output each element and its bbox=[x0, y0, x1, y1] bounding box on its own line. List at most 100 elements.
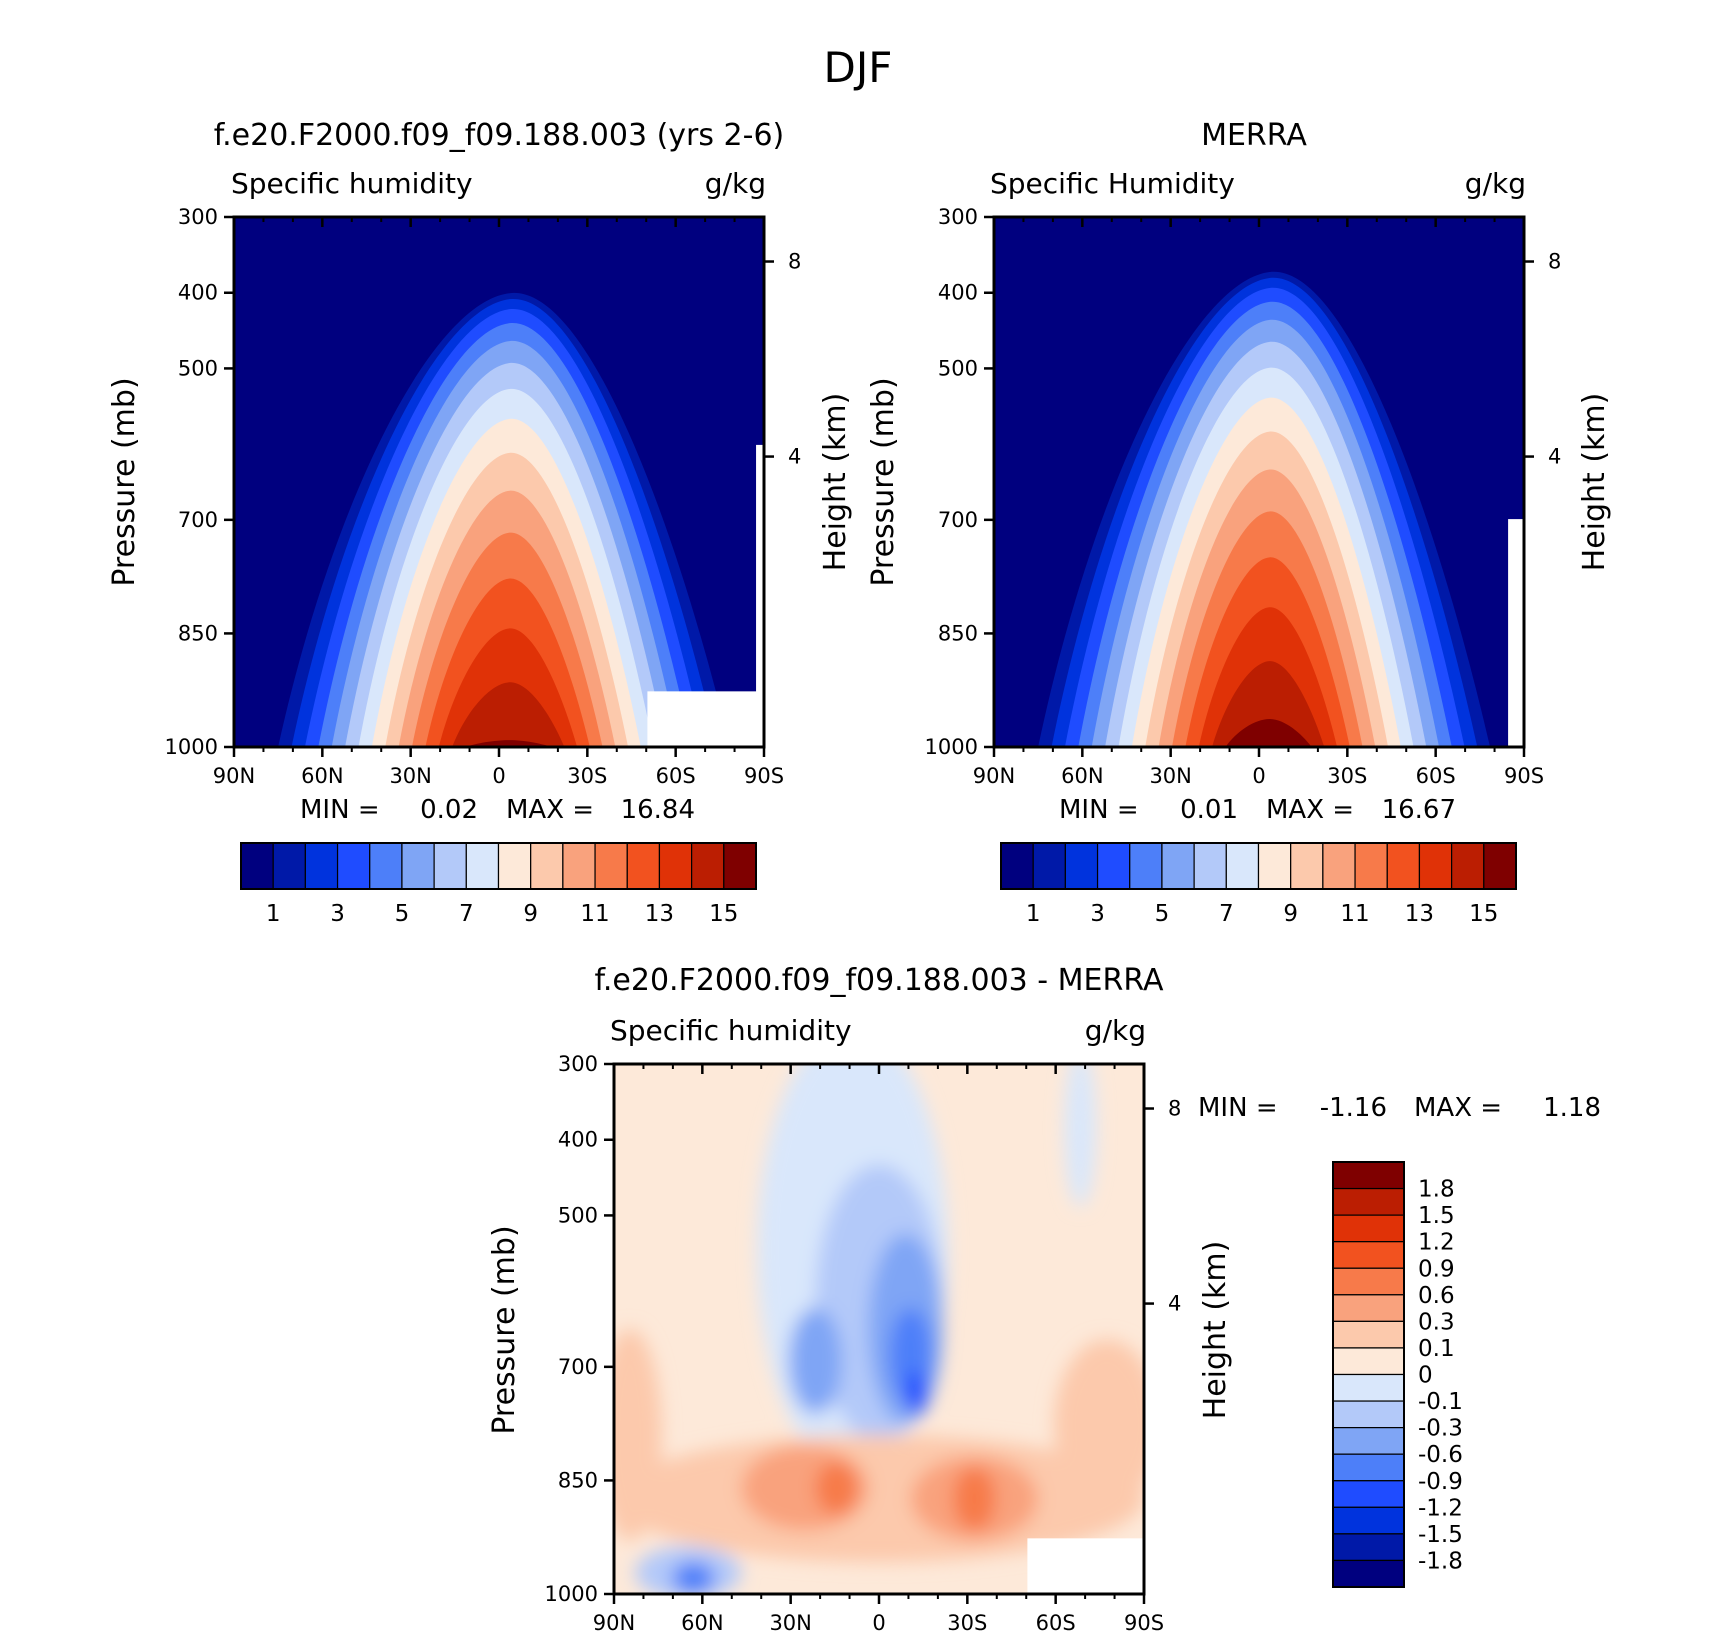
y-axis-label: Pressure (mb) bbox=[487, 1225, 522, 1434]
colorbar-swatch bbox=[369, 842, 403, 890]
colorbar-label: 3 bbox=[1090, 901, 1105, 927]
colorbar-swatch bbox=[497, 842, 532, 890]
colorbar-label: 9 bbox=[1283, 901, 1298, 927]
max-value: 16.84 bbox=[621, 795, 695, 825]
colorbar-label: -0.9 bbox=[1418, 1469, 1463, 1495]
contour-region-1 bbox=[1064, 1064, 1097, 1208]
colorbar-swatch bbox=[272, 842, 306, 890]
x-tick-label: 60S bbox=[1416, 764, 1456, 788]
colorbar-swatch bbox=[401, 842, 435, 890]
colorbar-label: 7 bbox=[1219, 901, 1234, 927]
x-tick-label: 60S bbox=[656, 764, 696, 788]
x-tick-label: 60N bbox=[301, 764, 343, 788]
min-label: MIN = bbox=[1059, 795, 1139, 825]
y-tick-label: 1000 bbox=[545, 1582, 598, 1606]
variable-label: Specific Humidity bbox=[990, 167, 1235, 200]
x-tick-label: 30N bbox=[1149, 764, 1191, 788]
colorbar-swatch bbox=[1332, 1294, 1405, 1322]
contour-region-13 bbox=[953, 1466, 996, 1531]
contour-band-15 bbox=[1225, 718, 1312, 747]
colorbar-label: 0.1 bbox=[1418, 1336, 1455, 1362]
y-right-tick-label: 4 bbox=[788, 445, 801, 469]
x-tick-label: 90S bbox=[744, 764, 784, 788]
colorbar-swatch bbox=[1332, 1347, 1405, 1376]
colorbar: 1 3 5 7 9 11 13 15 bbox=[240, 842, 757, 927]
y-axis-label: Pressure (mb) bbox=[866, 377, 901, 586]
colorbar-label: 15 bbox=[1469, 901, 1498, 927]
y-tick-label: 1000 bbox=[925, 735, 978, 759]
colorbar-swatch bbox=[1332, 1559, 1405, 1588]
y-tick-label: 850 bbox=[938, 621, 978, 645]
colorbar-swatch bbox=[433, 842, 467, 890]
colorbar-swatch bbox=[1129, 842, 1163, 890]
variable-label: Specific humidity bbox=[231, 167, 473, 200]
x-tick-label: 90N bbox=[593, 1611, 635, 1635]
colorbar-swatch bbox=[1332, 1373, 1405, 1402]
units-label: g/kg bbox=[1085, 1014, 1146, 1047]
contour-band-15 bbox=[465, 740, 552, 747]
y-right-tick-label: 8 bbox=[1168, 1097, 1181, 1121]
panel-merra: MERRA Specific Humidity g/kg 90N 60N 30N 0 3… bbox=[866, 118, 1612, 927]
colorbar-swatch bbox=[1193, 842, 1227, 890]
colorbar-frame bbox=[240, 842, 757, 890]
colorbar-swatch bbox=[562, 842, 596, 890]
colorbar-label: 15 bbox=[709, 901, 738, 927]
colorbar-swatch bbox=[1257, 842, 1292, 890]
colorbar-label: 11 bbox=[580, 901, 609, 927]
colorbar-label: 1.2 bbox=[1418, 1230, 1455, 1256]
colorbar-swatch bbox=[626, 842, 661, 890]
colorbar-swatch bbox=[1096, 842, 1131, 890]
min-value: -1.16 bbox=[1320, 1093, 1387, 1123]
colorbar-label: 13 bbox=[645, 901, 674, 927]
colorbar-label: -0.3 bbox=[1418, 1416, 1463, 1442]
colorbar-swatch bbox=[1332, 1320, 1405, 1349]
contour-field bbox=[994, 217, 1524, 747]
colorbar-label: 1.8 bbox=[1418, 1177, 1455, 1203]
colorbar-swatch bbox=[1000, 842, 1034, 890]
colorbar-swatch bbox=[304, 842, 339, 890]
colorbar-swatch bbox=[465, 842, 500, 890]
y-tick-label: 1000 bbox=[165, 735, 218, 759]
y-tick-label: 850 bbox=[178, 621, 218, 645]
axes: 90N 60N 30N 0 30S 60S 90S 300 400 500 700 850 1000 8 4 bbox=[925, 205, 1562, 788]
colorbar-frame bbox=[1332, 1161, 1405, 1588]
colorbar-swatch bbox=[1386, 842, 1421, 890]
contour-band-14 bbox=[1212, 661, 1325, 747]
x-tick-label: 90S bbox=[1504, 764, 1544, 788]
max-value: 1.18 bbox=[1543, 1093, 1601, 1123]
y-tick-label: 700 bbox=[938, 508, 978, 532]
colorbar-swatch bbox=[336, 842, 371, 890]
contour-bands bbox=[614, 1064, 1144, 1594]
x-tick-label: 90N bbox=[213, 764, 255, 788]
colorbar-swatch bbox=[1332, 1187, 1405, 1216]
max-value: 16.67 bbox=[1382, 795, 1456, 825]
min-value: 0.02 bbox=[420, 795, 478, 825]
colorbar-swatch bbox=[658, 842, 693, 890]
colorbar-label: 0.3 bbox=[1418, 1309, 1455, 1335]
colorbar: 1.81.51.20.90.60.30.10-0.1-0.3-0.6-0.9-1… bbox=[1332, 1161, 1463, 1588]
y-tick-label: 850 bbox=[558, 1468, 598, 1492]
colorbar-swatch bbox=[1354, 842, 1388, 890]
y-tick-label: 500 bbox=[938, 356, 978, 380]
y-axis-label: Pressure (mb) bbox=[107, 377, 142, 586]
colorbar-swatch bbox=[1332, 1506, 1405, 1535]
panel-title: f.e20.F2000.f09_f09.188.003 (yrs 2-6) bbox=[214, 118, 784, 153]
min-label: MIN = bbox=[300, 795, 380, 825]
y-right-tick-label: 8 bbox=[1548, 250, 1561, 274]
colorbar-swatch bbox=[1332, 1161, 1405, 1190]
colorbar-label: 7 bbox=[459, 901, 474, 927]
x-tick-label: 30S bbox=[947, 1611, 987, 1635]
colorbar-label: 9 bbox=[523, 901, 538, 927]
panel-model: f.e20.F2000.f09_f09.188.003 (yrs 2-6) Sp… bbox=[107, 118, 853, 927]
y-tick-label: 500 bbox=[558, 1203, 598, 1227]
colorbar-label: -1.5 bbox=[1418, 1522, 1463, 1548]
colorbar-swatch bbox=[1332, 1214, 1405, 1243]
x-tick-label: 60N bbox=[1061, 764, 1103, 788]
panel-title: f.e20.F2000.f09_f09.188.003 - MERRA bbox=[594, 963, 1163, 998]
colorbar-label: 0.9 bbox=[1418, 1256, 1455, 1282]
x-tick-label: 60N bbox=[681, 1611, 723, 1635]
y-right-tick-label: 4 bbox=[1168, 1292, 1181, 1316]
colorbar-label: -1.8 bbox=[1418, 1548, 1463, 1574]
colorbar-frame bbox=[1000, 842, 1517, 890]
y-tick-label: 400 bbox=[178, 281, 218, 305]
